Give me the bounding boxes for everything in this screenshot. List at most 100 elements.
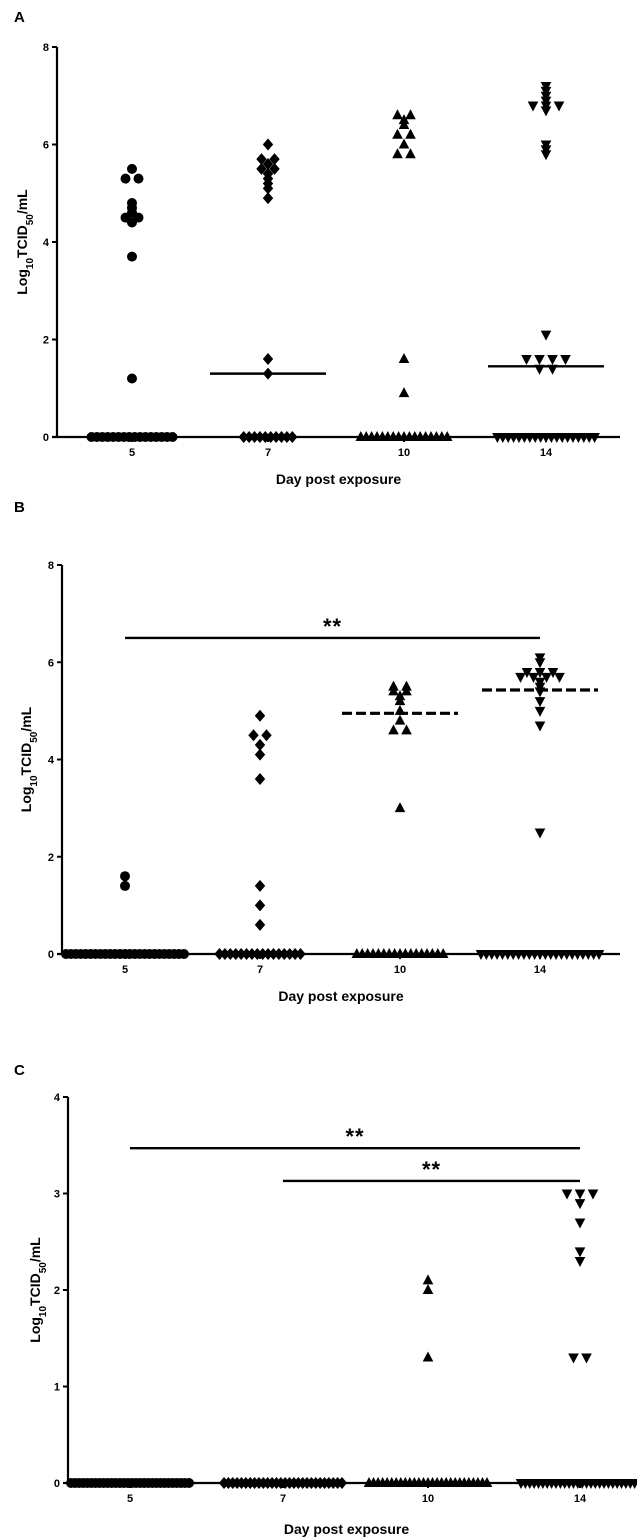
data-point xyxy=(336,1477,348,1489)
data-point xyxy=(262,182,274,195)
x-tick-label: 7 xyxy=(280,1493,286,1505)
data-point xyxy=(534,721,546,732)
data-point xyxy=(249,431,260,443)
data-point xyxy=(534,706,546,717)
data-point xyxy=(394,695,406,706)
series-day-7 xyxy=(238,138,298,443)
data-point xyxy=(534,355,545,365)
series-day-10 xyxy=(363,1274,493,1487)
data-point xyxy=(257,948,268,960)
data-point xyxy=(405,148,416,159)
x-tick-label: 5 xyxy=(129,447,135,459)
data-point xyxy=(481,1477,493,1487)
series-day-14 xyxy=(475,653,605,960)
data-point xyxy=(127,251,137,262)
data-point xyxy=(534,658,546,669)
data-point xyxy=(534,667,546,678)
data-point xyxy=(405,128,416,139)
x-axis-title: Day post exposure xyxy=(276,471,401,487)
data-point xyxy=(184,1478,194,1488)
panel-b: B 0 2 4 6 8 5 7 10 14 Day post exposure Log10TCID50… xyxy=(14,499,620,1004)
data-point xyxy=(589,433,600,443)
x-tick-label: 7 xyxy=(265,447,271,459)
x-tick-label: 14 xyxy=(540,447,553,459)
data-point xyxy=(422,1351,434,1362)
panel-letter: A xyxy=(14,9,25,26)
data-point xyxy=(574,1199,586,1210)
data-point xyxy=(534,828,546,839)
data-point xyxy=(541,672,552,683)
data-point xyxy=(392,109,403,120)
data-point xyxy=(167,432,178,442)
data-point xyxy=(392,148,403,159)
x-tick-label: 7 xyxy=(257,964,263,976)
data-point xyxy=(587,1189,599,1200)
data-point xyxy=(560,355,571,365)
data-point xyxy=(281,431,293,443)
y-tick-label: 6 xyxy=(43,140,49,152)
series-day-7 xyxy=(214,709,306,960)
data-point xyxy=(127,373,137,384)
data-point xyxy=(574,1189,586,1200)
y-tick-label: 8 xyxy=(48,560,54,572)
panel-c: C 0 1 2 3 4 5 7 10 14 Day post exposure Log10TCID50… xyxy=(14,1062,637,1537)
y-tick-label: 8 xyxy=(43,42,49,54)
y-tick-label: 2 xyxy=(43,335,49,347)
data-point xyxy=(441,431,453,441)
data-point xyxy=(262,192,274,205)
data-point xyxy=(256,153,267,166)
significance-label: ** xyxy=(422,1157,441,1182)
series-day-10 xyxy=(355,109,453,441)
y-tick-label: 4 xyxy=(54,1092,61,1104)
data-point xyxy=(127,163,137,174)
data-point xyxy=(252,948,263,960)
data-point xyxy=(547,355,558,365)
data-point xyxy=(219,948,231,960)
data-point xyxy=(561,1189,573,1200)
y-tick-label: 0 xyxy=(43,432,49,444)
data-point xyxy=(230,948,241,960)
y-tick-label: 0 xyxy=(48,949,54,961)
data-point xyxy=(273,948,285,960)
data-point xyxy=(254,772,266,785)
data-point xyxy=(238,431,249,443)
data-point xyxy=(254,918,266,931)
data-point xyxy=(179,949,189,959)
y-tick-label: 2 xyxy=(48,852,54,864)
data-point xyxy=(262,353,274,365)
data-point xyxy=(262,138,274,151)
series-day-14 xyxy=(515,1189,637,1489)
data-point xyxy=(284,948,295,960)
data-point xyxy=(254,899,266,912)
data-point xyxy=(254,431,266,443)
data-point xyxy=(574,1218,586,1229)
data-point xyxy=(398,119,410,129)
y-tick-label: 4 xyxy=(48,755,55,767)
data-point xyxy=(120,173,131,184)
x-tick-label: 14 xyxy=(534,964,547,976)
data-point xyxy=(287,431,298,443)
series-day-5 xyxy=(61,871,189,959)
x-tick-label: 5 xyxy=(127,1493,133,1505)
x-tick-label: 10 xyxy=(394,964,406,976)
data-point xyxy=(534,697,546,708)
data-point xyxy=(581,1353,592,1364)
x-tick-label: 5 xyxy=(122,964,128,976)
panel-letter: B xyxy=(14,499,25,516)
data-point xyxy=(261,729,272,742)
data-point xyxy=(262,158,274,170)
y-tick-label: 6 xyxy=(48,657,54,669)
significance-label: ** xyxy=(323,614,342,639)
data-point xyxy=(269,153,280,166)
data-point xyxy=(276,431,287,443)
series-day-5 xyxy=(66,1478,194,1488)
series-day-14 xyxy=(492,82,600,443)
data-point xyxy=(214,948,225,960)
data-point xyxy=(254,879,266,892)
data-point xyxy=(262,948,274,960)
data-point xyxy=(394,802,406,813)
data-point xyxy=(521,355,532,365)
data-point xyxy=(593,950,605,960)
data-point xyxy=(248,729,259,742)
data-point xyxy=(633,1479,637,1486)
